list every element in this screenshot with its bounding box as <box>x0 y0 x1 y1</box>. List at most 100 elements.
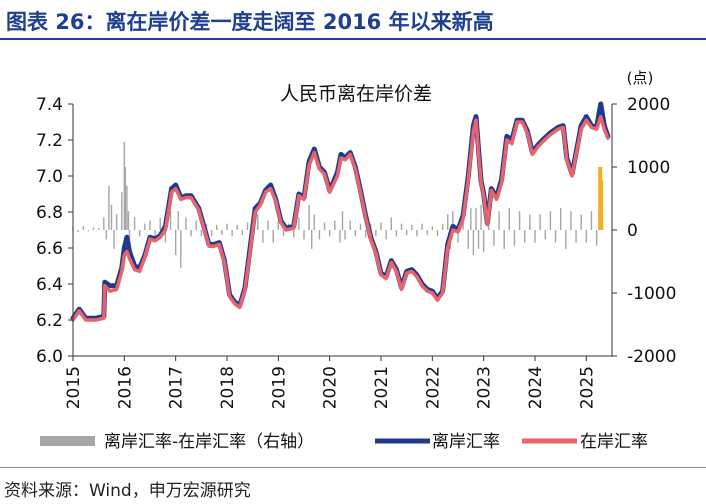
x-tick-label-6: 2021 <box>372 366 392 409</box>
spread-bar-38 <box>231 230 233 237</box>
left-tick-label-0: 6.0 <box>36 347 63 367</box>
spread-bar-40 <box>241 230 244 236</box>
spread-bar-35 <box>216 224 218 230</box>
spread-bar-76 <box>416 230 418 237</box>
spread-bar-102 <box>529 214 531 230</box>
spread-bar-62 <box>344 230 346 240</box>
spread-bar-14 <box>124 167 127 230</box>
spread-bar-64 <box>354 230 357 237</box>
spread-bar-59 <box>334 220 336 230</box>
x-tick-label-5: 2020 <box>321 366 341 409</box>
spread-bar-90 <box>475 207 477 230</box>
spread-bar-61 <box>341 211 344 230</box>
spread-bar-79 <box>431 226 434 230</box>
spread-bar-7 <box>105 230 108 240</box>
right-tick-label-1: -1000 <box>627 284 676 304</box>
spread-bar-73 <box>400 223 403 230</box>
right-tick-label-4: 2000 <box>627 95 670 115</box>
spread-bar-46 <box>272 230 274 243</box>
x-tick-label-8: 2023 <box>475 366 495 409</box>
onshore-rate-line <box>71 114 610 322</box>
spread-bar-27 <box>177 211 179 230</box>
spread-bar-105 <box>544 230 546 240</box>
x-tick-label-3: 2018 <box>218 366 238 409</box>
spread-bar-65 <box>359 223 362 230</box>
spread-bar-99 <box>513 230 516 246</box>
x-tick-label-4: 2019 <box>269 366 289 409</box>
right-tick-label-0: -2000 <box>627 347 676 367</box>
source-rule <box>0 467 706 468</box>
spread-bar-81 <box>441 223 444 230</box>
spread-bar-107 <box>554 230 557 243</box>
spread-bar-115 <box>595 230 598 246</box>
legend-label-1: 离岸汇率 <box>432 432 500 452</box>
spread-bar-34 <box>210 230 213 237</box>
legend-label-0: 离岸汇率-在岸汇率（右轴） <box>104 432 314 452</box>
spread-bar-97 <box>503 230 505 249</box>
spread-bar-113 <box>585 230 588 243</box>
spread-bar-74 <box>405 230 408 236</box>
x-tick-label-2: 2017 <box>167 366 187 409</box>
spread-bar-104 <box>539 214 541 230</box>
spread-bar-3 <box>87 230 90 232</box>
left-tick-label-4: 6.8 <box>36 203 63 223</box>
spread-bar-2 <box>82 226 84 230</box>
spread-bar-110 <box>570 211 572 230</box>
spread-bar-101 <box>524 230 526 243</box>
spread-bar-6 <box>103 217 105 230</box>
spread-bar-21 <box>149 220 151 230</box>
x-tick-label-1: 2016 <box>115 366 135 409</box>
spread-bar-98 <box>508 207 511 230</box>
spread-bar-36 <box>221 230 223 236</box>
spread-bar-89 <box>472 230 475 256</box>
spread-bar-39 <box>236 224 238 230</box>
legend-label-2: 在岸汇率 <box>580 432 648 452</box>
spread-bar-23 <box>159 217 161 230</box>
x-tick-label-7: 2022 <box>423 366 443 409</box>
spread-bar-112 <box>580 214 582 230</box>
spread-bar-70 <box>385 230 387 240</box>
chart-title: 人民币离在岸价差 <box>280 83 432 105</box>
spread-bar-1 <box>77 230 79 232</box>
spread-bar-109 <box>565 230 567 249</box>
spread-bar-19 <box>139 230 141 237</box>
spread-bar-12 <box>121 192 123 230</box>
spread-bar-93 <box>482 230 485 253</box>
source-note: 资料来源：Wind，申万宏源研究 <box>4 481 251 501</box>
spread-bar-96 <box>498 211 500 230</box>
spread-bar-95 <box>493 230 495 246</box>
spread-bar-52 <box>303 230 305 240</box>
spread-bar-58 <box>328 230 331 237</box>
spread-bar-88 <box>470 207 472 230</box>
spread-bar-51 <box>298 217 300 230</box>
spread-bar-77 <box>421 223 423 230</box>
spread-bar-16 <box>127 211 130 230</box>
spread-bar-9 <box>110 204 113 230</box>
spread-bar-47 <box>277 220 280 230</box>
spread-bar-5 <box>97 228 100 230</box>
spread-bar-32 <box>200 230 203 237</box>
spread-bar-87 <box>467 230 469 249</box>
x-tick-label-0: 2015 <box>64 366 84 409</box>
spread-bar-53 <box>308 204 310 230</box>
spread-bar-25 <box>169 211 172 230</box>
spread-bars <box>72 141 604 268</box>
spread-bar-66 <box>364 230 367 238</box>
spread-bar-100 <box>518 211 521 230</box>
spread-bar-82 <box>447 214 449 230</box>
title-rule <box>0 38 706 40</box>
left-tick-label-5: 7.0 <box>36 167 63 187</box>
spread-chart: 6.0 6.2 6.4 6.6 6.8 7.0 7.2 7.4 -2000 -1000 0 1000 2… <box>36 69 676 452</box>
spread-bar-71 <box>390 217 392 230</box>
spread-bar-30 <box>190 230 192 237</box>
spread-bar-56 <box>318 230 321 240</box>
left-tick-label-3: 6.6 <box>36 239 63 259</box>
spread-bar-60 <box>339 230 341 243</box>
spread-bar-111 <box>575 230 577 243</box>
rate-lines <box>70 101 611 322</box>
spread-bar-41 <box>246 222 249 230</box>
spread-bar-45 <box>267 220 269 230</box>
spread-bar-28 <box>180 230 182 268</box>
spread-bar-29 <box>185 217 187 230</box>
left-tick-label-2: 6.4 <box>36 275 63 295</box>
